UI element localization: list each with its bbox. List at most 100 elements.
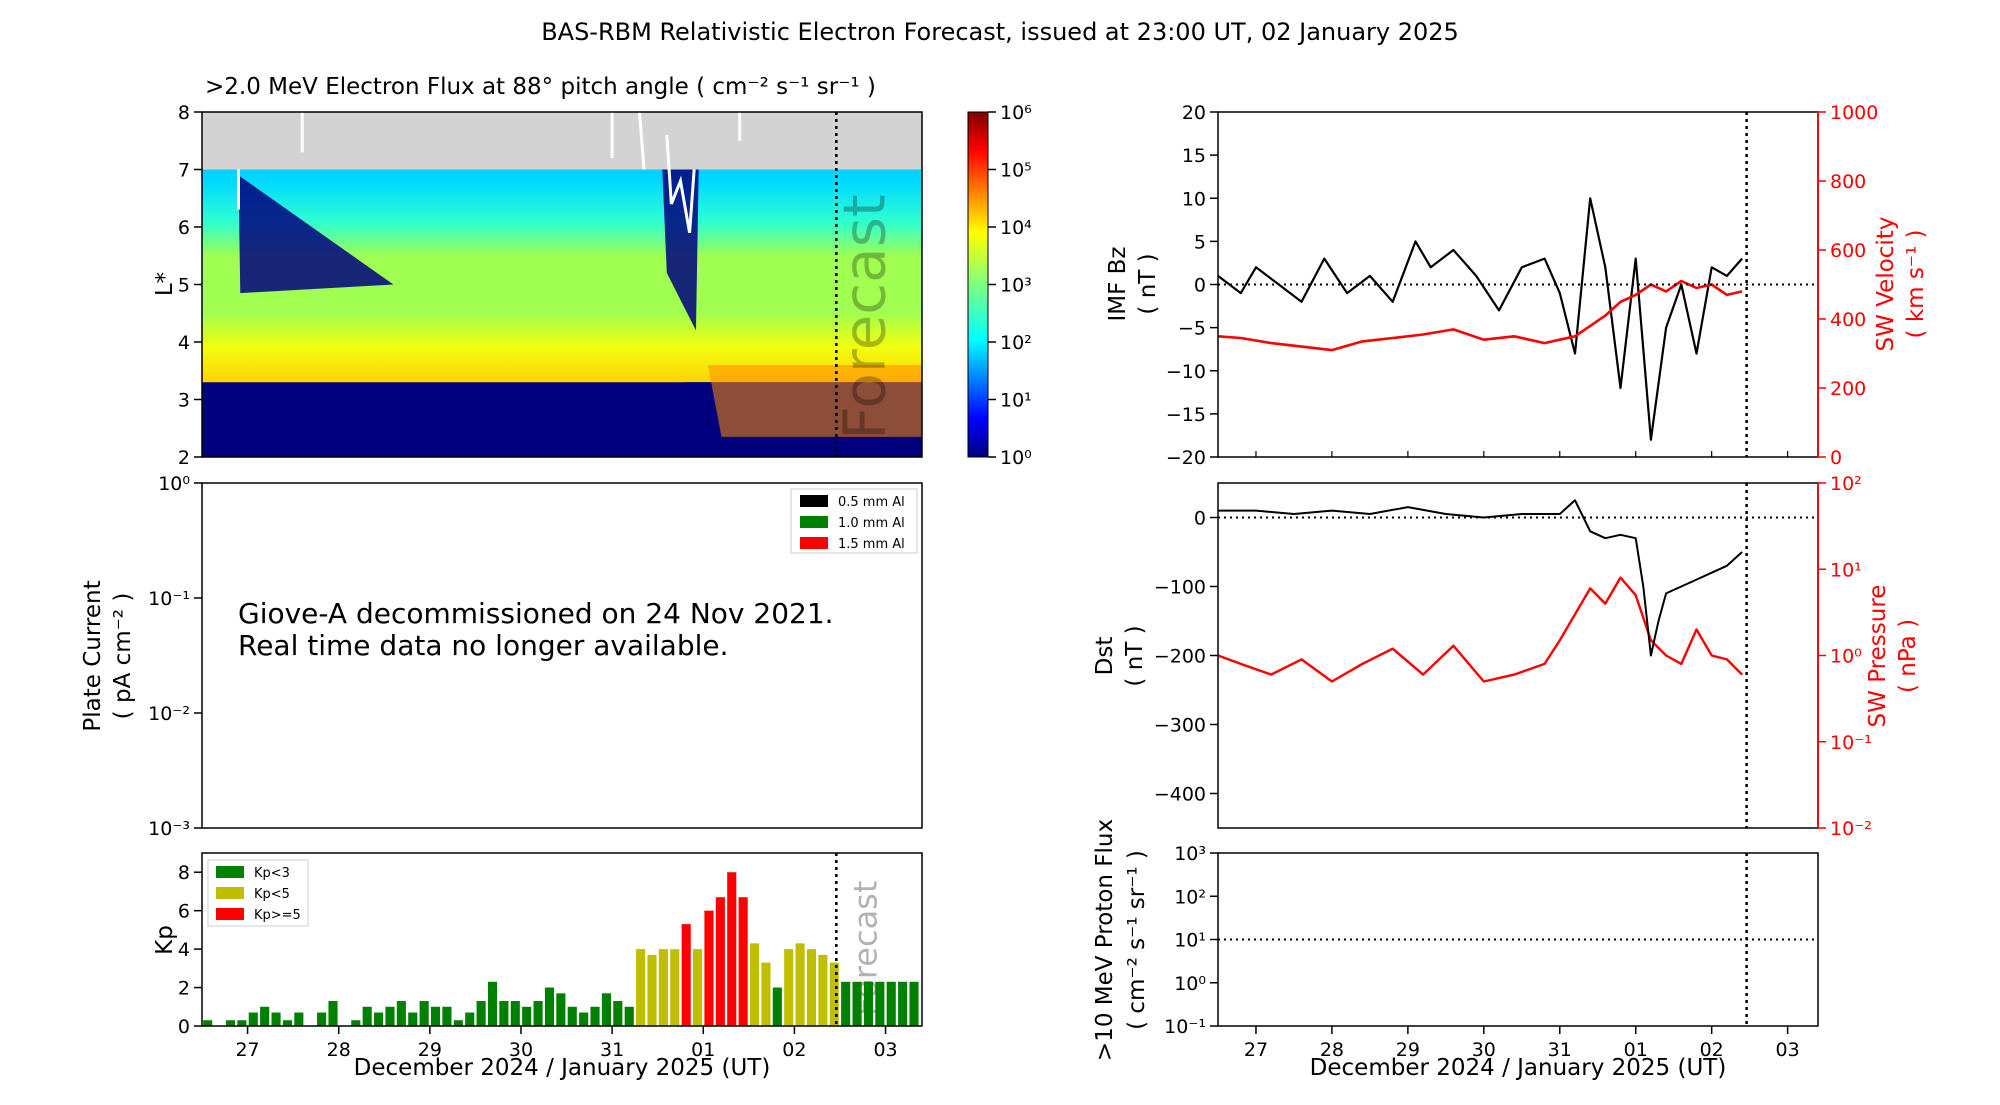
x-tick-label: 02 — [782, 1039, 806, 1061]
kp-bar — [772, 987, 782, 1026]
legend-swatch-1-5mm — [800, 537, 828, 549]
y-tick-label: 2 — [178, 978, 190, 1000]
y-tick-label: 10⁻² — [1830, 818, 1872, 840]
kp-bar — [556, 993, 566, 1026]
kp-legend-label-mid: Kp<5 — [254, 887, 290, 902]
legend-label-1-0mm: 1.0 mm Al — [838, 516, 905, 531]
y-tick-label: 10¹ — [1830, 559, 1862, 581]
kp-bar — [442, 1006, 452, 1026]
kp-bar — [693, 949, 703, 1026]
kp-bar — [522, 1006, 532, 1026]
y-tick-label: −20 — [1166, 447, 1206, 469]
plate-current-panel: 10⁻³ 10⁻² 10⁻¹ 10⁰ Plate Current ( pA cm⁻² … — [80, 473, 923, 840]
right-x-axis: 27 28 29 30 31 01 02 03 — [1244, 1026, 1800, 1061]
kp-bar — [601, 993, 611, 1026]
y-tick-label: 5 — [1194, 231, 1206, 253]
plate-y-axis: 10⁻³ 10⁻² 10⁻¹ 10⁰ — [148, 473, 202, 840]
proton-y-label: >10 MeV Proton Flux — [1092, 819, 1118, 1061]
y-tick-label: 10² — [1830, 473, 1862, 495]
x-tick-label: 27 — [235, 1039, 259, 1061]
legend-label-0-5mm: 0.5 mm Al — [838, 495, 905, 510]
legend-label-1-5mm: 1.5 mm Al — [838, 537, 905, 552]
kp-bar — [590, 1006, 600, 1026]
sw-velocity-line — [1217, 279, 1743, 352]
kp-bar — [225, 1020, 236, 1026]
y-tick-label: 10² — [1174, 886, 1206, 908]
kp-bar — [898, 981, 908, 1026]
kp-bar — [328, 1001, 338, 1026]
flux-y-label: L* — [152, 272, 178, 296]
sw-pressure-line — [1217, 576, 1743, 683]
kp-bar — [715, 897, 725, 1026]
proton-y-axis: 10⁻¹ 10⁰ 10¹ 10² 10³ — [1164, 843, 1218, 1038]
colorbar-tick-label: 10⁴ — [1000, 217, 1032, 239]
kp-bar — [784, 949, 794, 1026]
flux-y-axis: 2 3 4 5 6 7 8 — [178, 102, 202, 469]
boundary-trace — [236, 112, 742, 234]
kp-bar — [749, 943, 760, 1026]
y-tick-label: 10⁰ — [1174, 973, 1206, 995]
y-tick-label: 0 — [1194, 508, 1206, 530]
y-tick-label: 10³ — [1174, 843, 1206, 865]
legend-swatch-0-5mm — [800, 495, 828, 507]
legend-swatch-1-0mm — [800, 516, 828, 528]
kp-x-axis: 27 28 29 30 31 01 02 03 — [235, 1026, 898, 1061]
kp-bar — [886, 981, 896, 1026]
y-tick-label: 2 — [178, 447, 190, 469]
y-tick-label: 6 — [178, 901, 190, 923]
x-tick-label: 29 — [1396, 1039, 1420, 1061]
y-tick-label: 400 — [1830, 309, 1866, 331]
kp-bar — [533, 1001, 543, 1026]
plate-y-label: Plate Current — [80, 580, 106, 731]
kp-bar — [863, 981, 874, 1026]
kp-bar — [624, 1006, 634, 1026]
y-tick-label: 8 — [178, 862, 190, 884]
kp-bar — [647, 954, 657, 1026]
kp-bar — [829, 962, 839, 1026]
kp-bar — [567, 1006, 577, 1026]
kp-bar — [430, 1006, 441, 1026]
kp-bar — [408, 1012, 418, 1026]
kp-bar — [351, 1020, 361, 1026]
kp-legend-label-high: Kp>=5 — [254, 908, 301, 923]
sw-velocity-axis: 0 200 400 600 800 1000 — [1818, 102, 1878, 469]
kp-bar — [658, 949, 668, 1026]
kp-bar — [795, 943, 805, 1026]
x-tick-label: 28 — [327, 1039, 351, 1061]
y-tick-label: −100 — [1154, 577, 1206, 599]
y-tick-label: 200 — [1830, 378, 1866, 400]
kp-legend-swatch-low — [216, 866, 244, 878]
kp-bar — [499, 1001, 509, 1026]
colorbar — [967, 111, 989, 458]
kp-y-label: Kp — [152, 925, 178, 955]
y-tick-label: 20 — [1182, 102, 1206, 124]
dst-plot — [1217, 499, 1743, 683]
y-tick-label: −300 — [1154, 715, 1206, 737]
no-data-region — [202, 112, 922, 170]
y-tick-label: 10⁻¹ — [1830, 732, 1872, 754]
y-tick-label: 10⁻¹ — [148, 588, 190, 610]
y-tick-label: 3 — [178, 390, 190, 412]
kp-bar — [374, 1012, 384, 1026]
kp-bar — [738, 897, 748, 1026]
kp-legend: Kp<3 Kp<5 Kp>=5 — [207, 859, 309, 927]
kp-bar — [453, 1020, 463, 1026]
imf-plot — [1217, 197, 1743, 441]
y-tick-label: −15 — [1166, 404, 1206, 426]
x-tick-label: 28 — [1320, 1039, 1344, 1061]
kp-bar — [681, 924, 691, 1026]
kp-frame — [201, 852, 923, 1027]
kp-bar — [704, 910, 714, 1026]
y-tick-label: 10⁰ — [1830, 646, 1862, 668]
kp-bar — [294, 1012, 304, 1026]
plate-y-unit: ( pA cm⁻² ) — [110, 593, 136, 720]
kp-bar — [465, 1012, 475, 1026]
sw-pressure-unit: ( nPa ) — [1895, 619, 1921, 693]
kp-bar — [385, 1006, 395, 1026]
kp-bar — [282, 1020, 292, 1026]
kp-bar — [909, 981, 919, 1026]
kp-bar — [579, 1012, 589, 1026]
y-tick-label: 0 — [1194, 275, 1206, 297]
kp-bar — [510, 1001, 520, 1026]
flux-panel-title: >2.0 MeV Electron Flux at 88° pitch angl… — [205, 74, 876, 100]
